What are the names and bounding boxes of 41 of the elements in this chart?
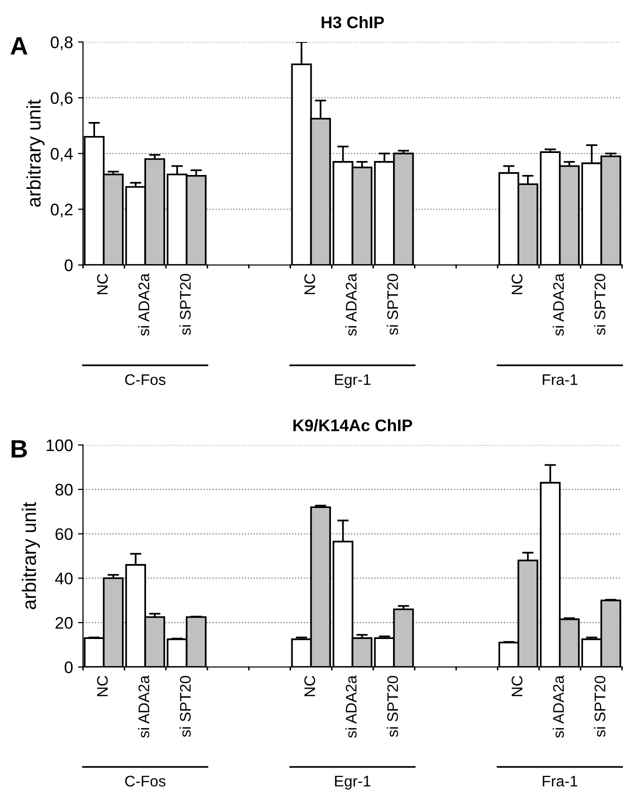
x-tick-label: NC: [304, 676, 316, 696]
text: C-Fos: [125, 776, 166, 787]
x-tick-label: si ADA2a: [345, 675, 357, 738]
y-axis-title: arbitrary unit: [26, 100, 45, 207]
x-tick-label: NC: [512, 274, 522, 294]
text: A: [10, 37, 28, 54]
y-tick-label: 80: [55, 484, 73, 496]
chart-title: H3 ChIP: [322, 16, 384, 28]
y-tick-label: 0,6: [50, 92, 73, 106]
x-tick-label: si ADA2a: [138, 273, 150, 336]
text: Fra-1: [542, 776, 578, 787]
y-tick-label: 20: [56, 617, 73, 629]
text: Egr-1: [335, 776, 370, 790]
x-tick-label: si SPT20: [180, 274, 191, 335]
x-tick-label: NC: [304, 274, 316, 294]
x-tick-label: si SPT20: [386, 274, 398, 335]
y-tick-label: 0,8: [50, 36, 73, 50]
x-tick-label: NC: [97, 676, 108, 696]
x-tick-label: si ADA2a: [138, 675, 150, 738]
y-tick-label: 0: [64, 259, 73, 272]
x-tick-label: NC: [97, 274, 108, 294]
x-tick-label: si SPT20: [180, 676, 191, 737]
y-tick-label: 0,2: [50, 204, 72, 218]
y-tick-label: 60: [56, 528, 73, 540]
text: Egr-1: [335, 374, 370, 388]
y-tick-label: 100: [46, 439, 73, 452]
x-tick-label: si SPT20: [594, 676, 606, 737]
x-tick-label: si ADA2a: [552, 273, 564, 336]
x-tick-label: si ADA2a: [552, 675, 564, 738]
y-axis-title: arbitrary unit: [22, 502, 40, 610]
text: Fra-1: [542, 374, 578, 386]
x-tick-label: si SPT20: [594, 274, 606, 335]
y-tick-label: 0,4: [50, 148, 73, 162]
y-tick-label: 0: [64, 661, 73, 674]
x-tick-label: si SPT20: [386, 676, 398, 737]
chart-title: K9/K14Ac ChIP: [293, 419, 412, 432]
y-tick-label: 40: [55, 572, 73, 584]
text: C-Fos: [125, 374, 166, 386]
text: B: [12, 440, 27, 458]
x-tick-label: NC: [512, 676, 522, 696]
x-tick-label: si ADA2a: [345, 273, 357, 336]
